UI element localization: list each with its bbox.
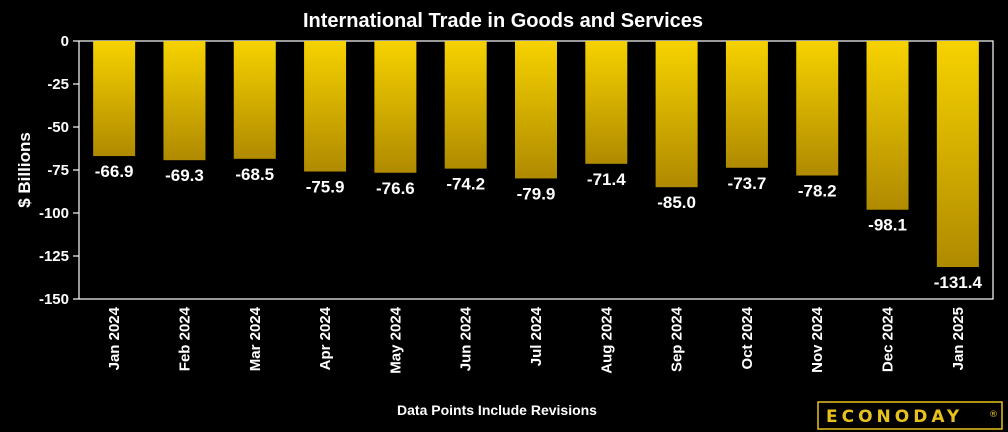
y-tick-label: -75 [47, 162, 69, 179]
x-tick-label: May 2024 [387, 306, 404, 373]
econoday-logo: ECONODAY ® [817, 401, 1003, 430]
bar [233, 41, 276, 159]
data-label: -78.2 [798, 182, 837, 201]
x-tick-labels: Jan 2024 Feb 2024 Mar 2024 Apr 2024 May 2024… [106, 306, 967, 373]
bar [374, 41, 417, 173]
bar [163, 41, 206, 161]
y-ticks: 0 -25 -50 -75 -100 -125 -150 [39, 33, 79, 308]
x-tick-label: Nov 2024 [809, 306, 826, 373]
x-tick-label: Apr 2024 [317, 306, 334, 370]
data-labels: -66.9 -69.3 -68.5 -75.9 -76.6 -74.2 -79.9 -71.4… [95, 162, 983, 292]
y-tick-label: -100 [39, 205, 69, 222]
x-tick-label: Feb 2024 [176, 306, 193, 371]
bar [444, 41, 487, 169]
y-tick-label: -50 [47, 119, 69, 136]
bar [866, 41, 909, 210]
data-label: -68.5 [235, 165, 274, 184]
y-axis-label: $ Billions [15, 132, 34, 208]
x-tick-label: Sep 2024 [669, 306, 686, 372]
data-label: -73.7 [728, 174, 767, 193]
y-tick-label: -25 [47, 76, 69, 93]
bar [725, 41, 768, 168]
data-label: -98.1 [868, 216, 907, 235]
bar [304, 41, 347, 172]
bars [93, 41, 979, 268]
x-tick-label: Aug 2024 [598, 306, 615, 373]
x-tick-label: Jan 2024 [106, 306, 123, 370]
bar [515, 41, 557, 179]
data-label: -85.0 [657, 193, 696, 212]
footnote: Data Points Include Revisions [397, 402, 597, 418]
bar [93, 41, 136, 157]
data-label: -75.9 [306, 178, 345, 197]
chart-title: International Trade in Goods and Service… [303, 10, 703, 32]
data-label: -79.9 [517, 184, 556, 203]
x-tick-label: Jun 2024 [458, 306, 475, 371]
data-label: -74.2 [446, 175, 485, 194]
logo-text: ECONODAY [826, 407, 963, 427]
y-tick-label: 0 [61, 33, 69, 50]
data-label: -69.3 [165, 166, 204, 185]
bar [655, 41, 698, 188]
bar [796, 41, 839, 176]
bar [936, 41, 979, 268]
x-tick-label: Jan 2025 [950, 307, 967, 370]
x-tick-label: Dec 2024 [880, 306, 897, 372]
y-tick-label: -125 [39, 248, 69, 265]
y-tick-label: -150 [39, 291, 69, 308]
x-tick-label: Oct 2024 [739, 306, 756, 369]
data-label: -71.4 [587, 170, 626, 189]
logo-border [817, 401, 1003, 430]
x-tick-label: Jul 2024 [528, 306, 545, 366]
data-label: -131.4 [934, 273, 983, 292]
data-label: -66.9 [95, 162, 134, 181]
bar [585, 41, 628, 164]
logo-mark: ® [989, 410, 998, 420]
x-tick-label: Mar 2024 [247, 306, 264, 371]
data-label: -76.6 [376, 179, 415, 198]
